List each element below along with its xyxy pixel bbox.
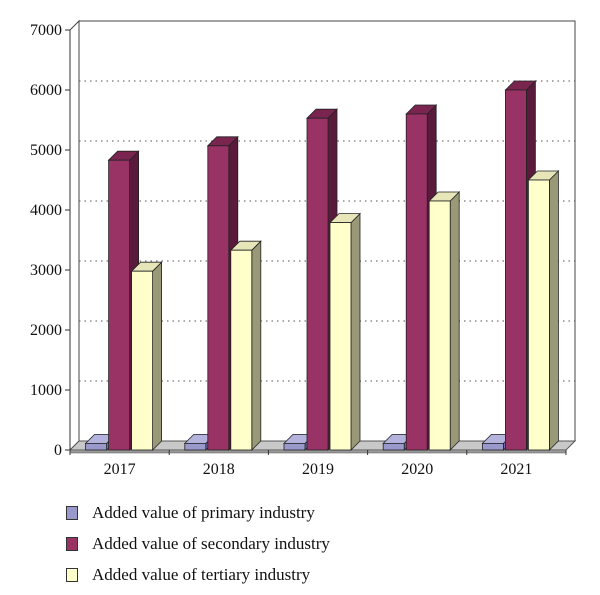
y-tick-label: 1000	[30, 382, 62, 399]
legend: Added value of primary industry Added va…	[66, 497, 330, 590]
bar-front	[428, 200, 451, 451]
bar-front	[131, 270, 154, 451]
y-axis-tick-labels: 0 1000 2000 3000 4000 5000 6000 7000	[30, 22, 71, 459]
bar-front	[405, 113, 428, 451]
y-tick-label: 4000	[30, 202, 62, 219]
legend-swatch-primary	[66, 505, 78, 520]
y-tick-label: 5000	[30, 142, 62, 159]
legend-label-tertiary: Added value of tertiary industry	[92, 564, 311, 584]
x-axis-tick-labels: 2017 2018 2019 2020 2021	[69, 450, 567, 478]
bar-front	[108, 159, 130, 451]
bar-front	[306, 117, 329, 451]
x-tick-label: 2018	[203, 461, 235, 478]
x-tick-label: 2020	[401, 461, 433, 478]
bar-front	[528, 179, 550, 451]
x-tick-label: 2021	[500, 461, 532, 478]
legend-item-tertiary: Added value of tertiary industry	[66, 559, 330, 590]
legend-label-primary: Added value of primary industry	[92, 502, 315, 522]
bar-tertiary-2020	[428, 191, 461, 451]
bar-front	[230, 249, 253, 451]
legend-swatch-secondary	[66, 536, 78, 551]
bar-tertiary-2018	[229, 240, 262, 451]
bar-front	[329, 222, 352, 451]
bar-side	[549, 170, 559, 451]
legend-label-secondary: Added value of secondary industry	[92, 533, 330, 553]
bar-front	[207, 145, 230, 451]
bar-front	[504, 89, 527, 451]
y-tick-label: 2000	[30, 322, 62, 339]
bar-front	[184, 442, 207, 451]
bars	[84, 80, 560, 451]
legend-item-secondary: Added value of secondary industry	[66, 528, 330, 559]
y-tick-label: 0	[54, 442, 62, 459]
legend-swatch-tertiary	[66, 567, 78, 582]
bar-front	[382, 442, 405, 451]
bar-side	[350, 212, 361, 451]
y-tick-label: 7000	[30, 22, 62, 39]
bar-side	[449, 191, 460, 451]
x-tick-label: 2017	[104, 461, 136, 478]
floor-edge	[69, 449, 567, 454]
bar-side	[152, 261, 163, 451]
bar-front	[481, 442, 504, 451]
x-tick-label: 2019	[302, 461, 334, 478]
y-tick-label: 6000	[30, 82, 62, 99]
legend-item-primary: Added value of primary industry	[66, 497, 330, 528]
y-tick-label: 3000	[30, 262, 62, 279]
bar-front	[283, 442, 306, 451]
bar-front	[85, 442, 107, 451]
bar-tertiary-2017	[130, 261, 163, 451]
side-wall	[69, 19, 80, 452]
bar-tertiary-2019	[329, 212, 361, 451]
bar-side	[251, 240, 262, 451]
bar-tertiary-2021	[527, 170, 560, 451]
